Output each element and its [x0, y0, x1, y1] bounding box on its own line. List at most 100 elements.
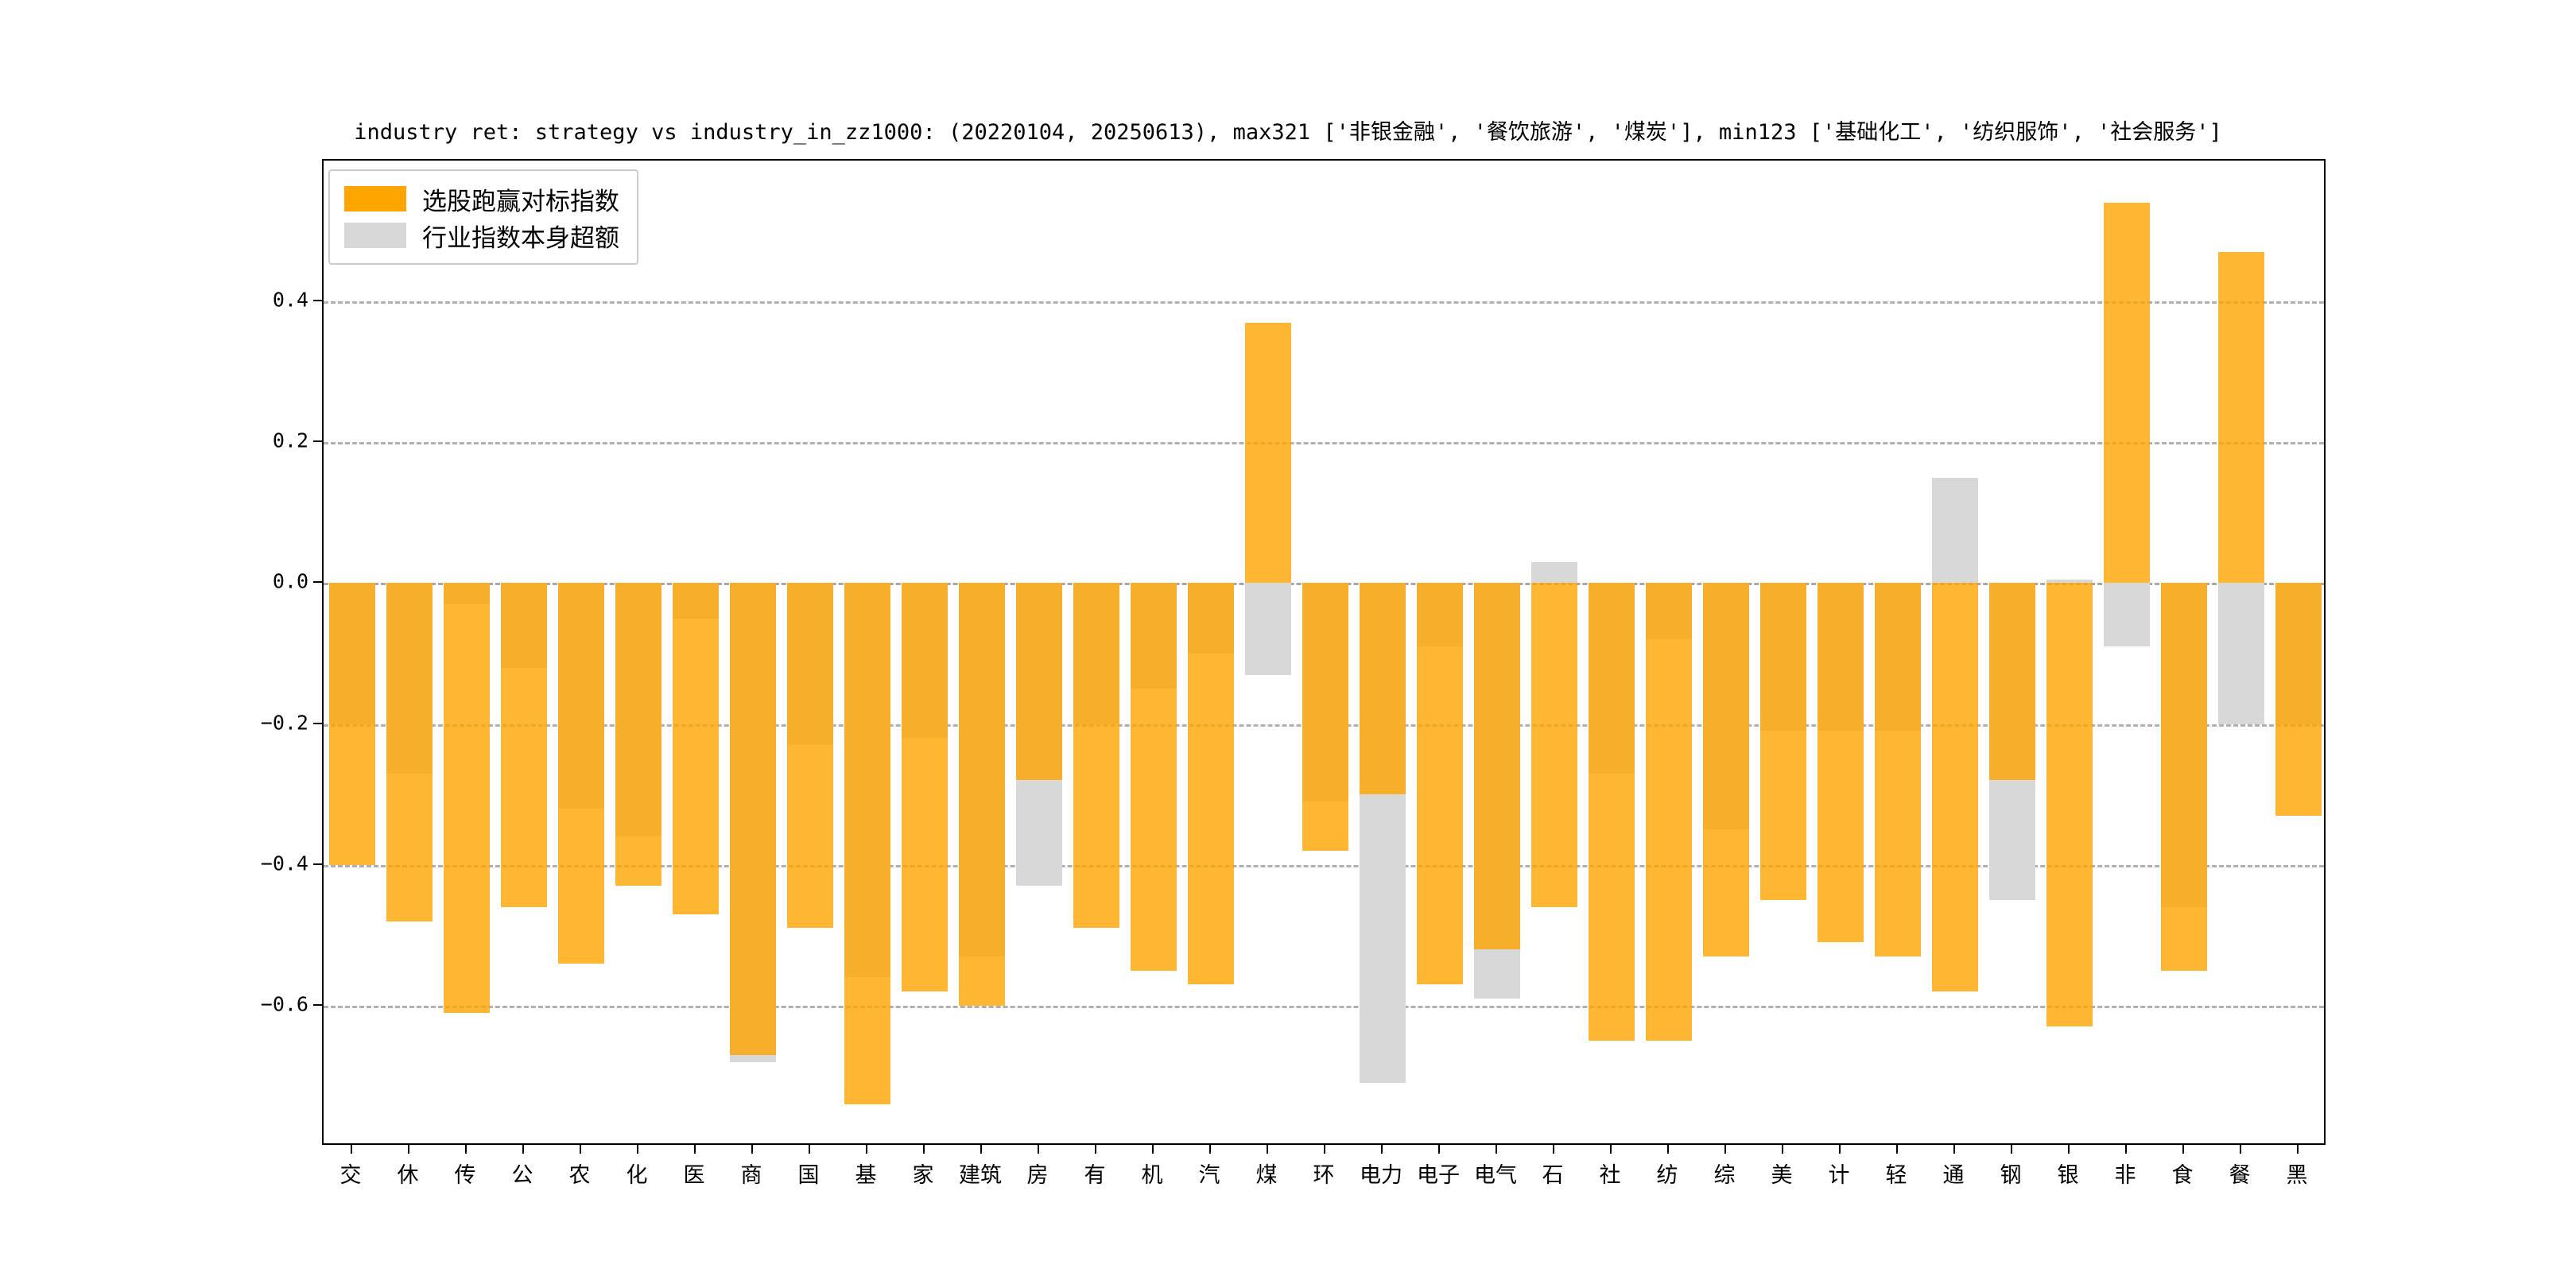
x-axis-tick-label: 有: [1084, 1163, 1106, 1188]
y-axis-tick-label: 0.4: [272, 288, 308, 312]
y-axis-tick-label: −0.6: [260, 992, 308, 1016]
bar-strategy-outperform: [1417, 583, 1463, 985]
x-axis-tick-label: 公: [511, 1163, 533, 1188]
bar-strategy-outperform: [558, 583, 604, 964]
x-axis-tick-label: 传: [454, 1163, 476, 1188]
bar-industry-excess: [2218, 583, 2264, 724]
x-axis-tick-mark: [2182, 1145, 2184, 1154]
x-axis-tick-label: 煤: [1255, 1163, 1278, 1188]
x-axis-tick-mark: [1152, 1145, 1154, 1154]
x-axis-tick-mark: [2240, 1145, 2241, 1154]
x-axis-tick-mark: [408, 1145, 409, 1154]
x-axis-tick-label: 机: [1141, 1163, 1163, 1188]
bar-strategy-outperform: [1646, 583, 1692, 1042]
legend-item-industry: 行业指数本身超额: [344, 217, 619, 254]
y-axis-tick-marks: [313, 159, 322, 1145]
x-axis-tick-mark: [1724, 1145, 1726, 1154]
chart-legend: 选股跑赢对标指数 行业指数本身超额: [328, 169, 638, 265]
x-axis-tick-mark: [351, 1145, 352, 1154]
x-axis-tick-label: 计: [1828, 1163, 1850, 1188]
bar-industry-excess: [1932, 477, 1978, 584]
x-axis-tick-label: 电子: [1417, 1163, 1460, 1188]
y-axis-tick-labels: 0.4 0.2 0.0 −0.2 −0.4 −0.6: [199, 159, 308, 1145]
x-axis-tick-mark: [1782, 1145, 1783, 1154]
x-axis-tick-label: 化: [626, 1163, 648, 1188]
bar-strategy-outperform: [1760, 583, 1806, 900]
x-axis-tick-mark: [1953, 1145, 1955, 1154]
bar-strategy-outperform: [2046, 583, 2093, 1027]
gridline: [324, 1005, 2324, 1008]
x-axis-tick-mark: [1095, 1145, 1096, 1154]
x-axis-tick-mark: [1610, 1145, 1612, 1154]
y-axis-tick-mark: [313, 300, 322, 302]
bar-strategy-outperform: [673, 583, 719, 914]
chart-title: industry ret: strategy vs industry_in_zz…: [354, 120, 2222, 145]
x-axis-tick-mark: [1896, 1145, 1898, 1154]
bar-strategy-outperform: [1073, 583, 1119, 929]
bar-strategy-outperform: [2218, 252, 2264, 584]
bar-strategy-outperform: [329, 583, 375, 865]
x-axis-tick-label: 银: [2057, 1163, 2079, 1188]
x-axis-tick-mark: [1553, 1145, 1554, 1154]
y-axis-tick-label: −0.2: [260, 711, 308, 735]
bar-strategy-outperform: [444, 583, 490, 1013]
bar-strategy-outperform: [1360, 583, 1406, 795]
x-axis-tick-label: 石: [1542, 1163, 1564, 1188]
bar-strategy-outperform: [1932, 583, 1978, 992]
x-axis-tick-label: 轻: [1885, 1163, 1907, 1188]
y-axis-tick-label: 0.0: [272, 569, 308, 593]
bar-strategy-outperform: [2161, 583, 2207, 971]
x-axis-tick-label: 餐: [2229, 1163, 2251, 1188]
x-axis-tick-label: 农: [568, 1163, 591, 1188]
bar-strategy-outperform: [1589, 583, 1635, 1042]
x-axis-tick-label: 电力: [1360, 1163, 1402, 1188]
bar-strategy-outperform: [1989, 583, 2035, 781]
bar-strategy-outperform: [1131, 583, 1177, 971]
bar-strategy-outperform: [2275, 583, 2322, 816]
x-axis-tick-label: 美: [1771, 1163, 1793, 1188]
x-axis-tick-mark: [1038, 1145, 1039, 1154]
bar-strategy-outperform: [2104, 203, 2150, 584]
bar-strategy-outperform: [730, 583, 776, 1055]
y-axis-tick-mark: [313, 863, 322, 865]
bar-strategy-outperform: [1531, 583, 1577, 907]
x-axis-tick-label: 社: [1599, 1163, 1621, 1188]
bar-strategy-outperform: [787, 583, 833, 929]
x-axis-tick-marks: [322, 1145, 2326, 1154]
x-axis-tick-mark: [1267, 1145, 1268, 1154]
bar-strategy-outperform: [1474, 583, 1520, 949]
x-axis-tick-mark: [1438, 1145, 1440, 1154]
x-axis-tick-label: 基: [855, 1163, 877, 1188]
x-axis-tick-mark: [580, 1145, 581, 1154]
bar-strategy-outperform: [1875, 583, 1921, 956]
legend-swatch-industry: [344, 223, 406, 248]
x-axis-tick-mark: [1839, 1145, 1841, 1154]
bar-strategy-outperform: [615, 583, 661, 886]
x-axis-tick-label: 电气: [1474, 1163, 1517, 1188]
x-axis-tick-mark: [866, 1145, 867, 1154]
x-axis-tick-mark: [1496, 1145, 1497, 1154]
x-axis-tick-label: 黑: [2286, 1163, 2308, 1188]
x-axis-tick-label: 建筑: [959, 1163, 1002, 1188]
bar-industry-excess: [1245, 583, 1291, 675]
x-axis-tick-label: 商: [740, 1163, 762, 1188]
x-axis-tick-label: 食: [2171, 1163, 2194, 1188]
bar-industry-excess: [2104, 583, 2150, 647]
legend-label-industry: 行业指数本身超额: [422, 223, 619, 253]
x-axis-tick-label: 综: [1713, 1163, 1736, 1188]
gridline: [324, 442, 2324, 445]
plot-area: [322, 159, 2326, 1145]
x-axis-tick-mark: [1324, 1145, 1325, 1154]
legend-label-strategy: 选股跑赢对标指数: [422, 187, 619, 216]
x-axis-tick-mark: [465, 1145, 467, 1154]
x-axis-tick-mark: [637, 1145, 638, 1154]
legend-swatch-strategy: [344, 186, 406, 211]
legend-item-strategy: 选股跑赢对标指数: [344, 180, 619, 217]
x-axis-tick-label: 纺: [1656, 1163, 1678, 1188]
x-axis-tick-mark: [980, 1145, 982, 1154]
gridline: [324, 864, 2324, 867]
x-axis-tick-mark: [1667, 1145, 1669, 1154]
bar-strategy-outperform: [1016, 583, 1062, 781]
gridline: [324, 301, 2324, 305]
